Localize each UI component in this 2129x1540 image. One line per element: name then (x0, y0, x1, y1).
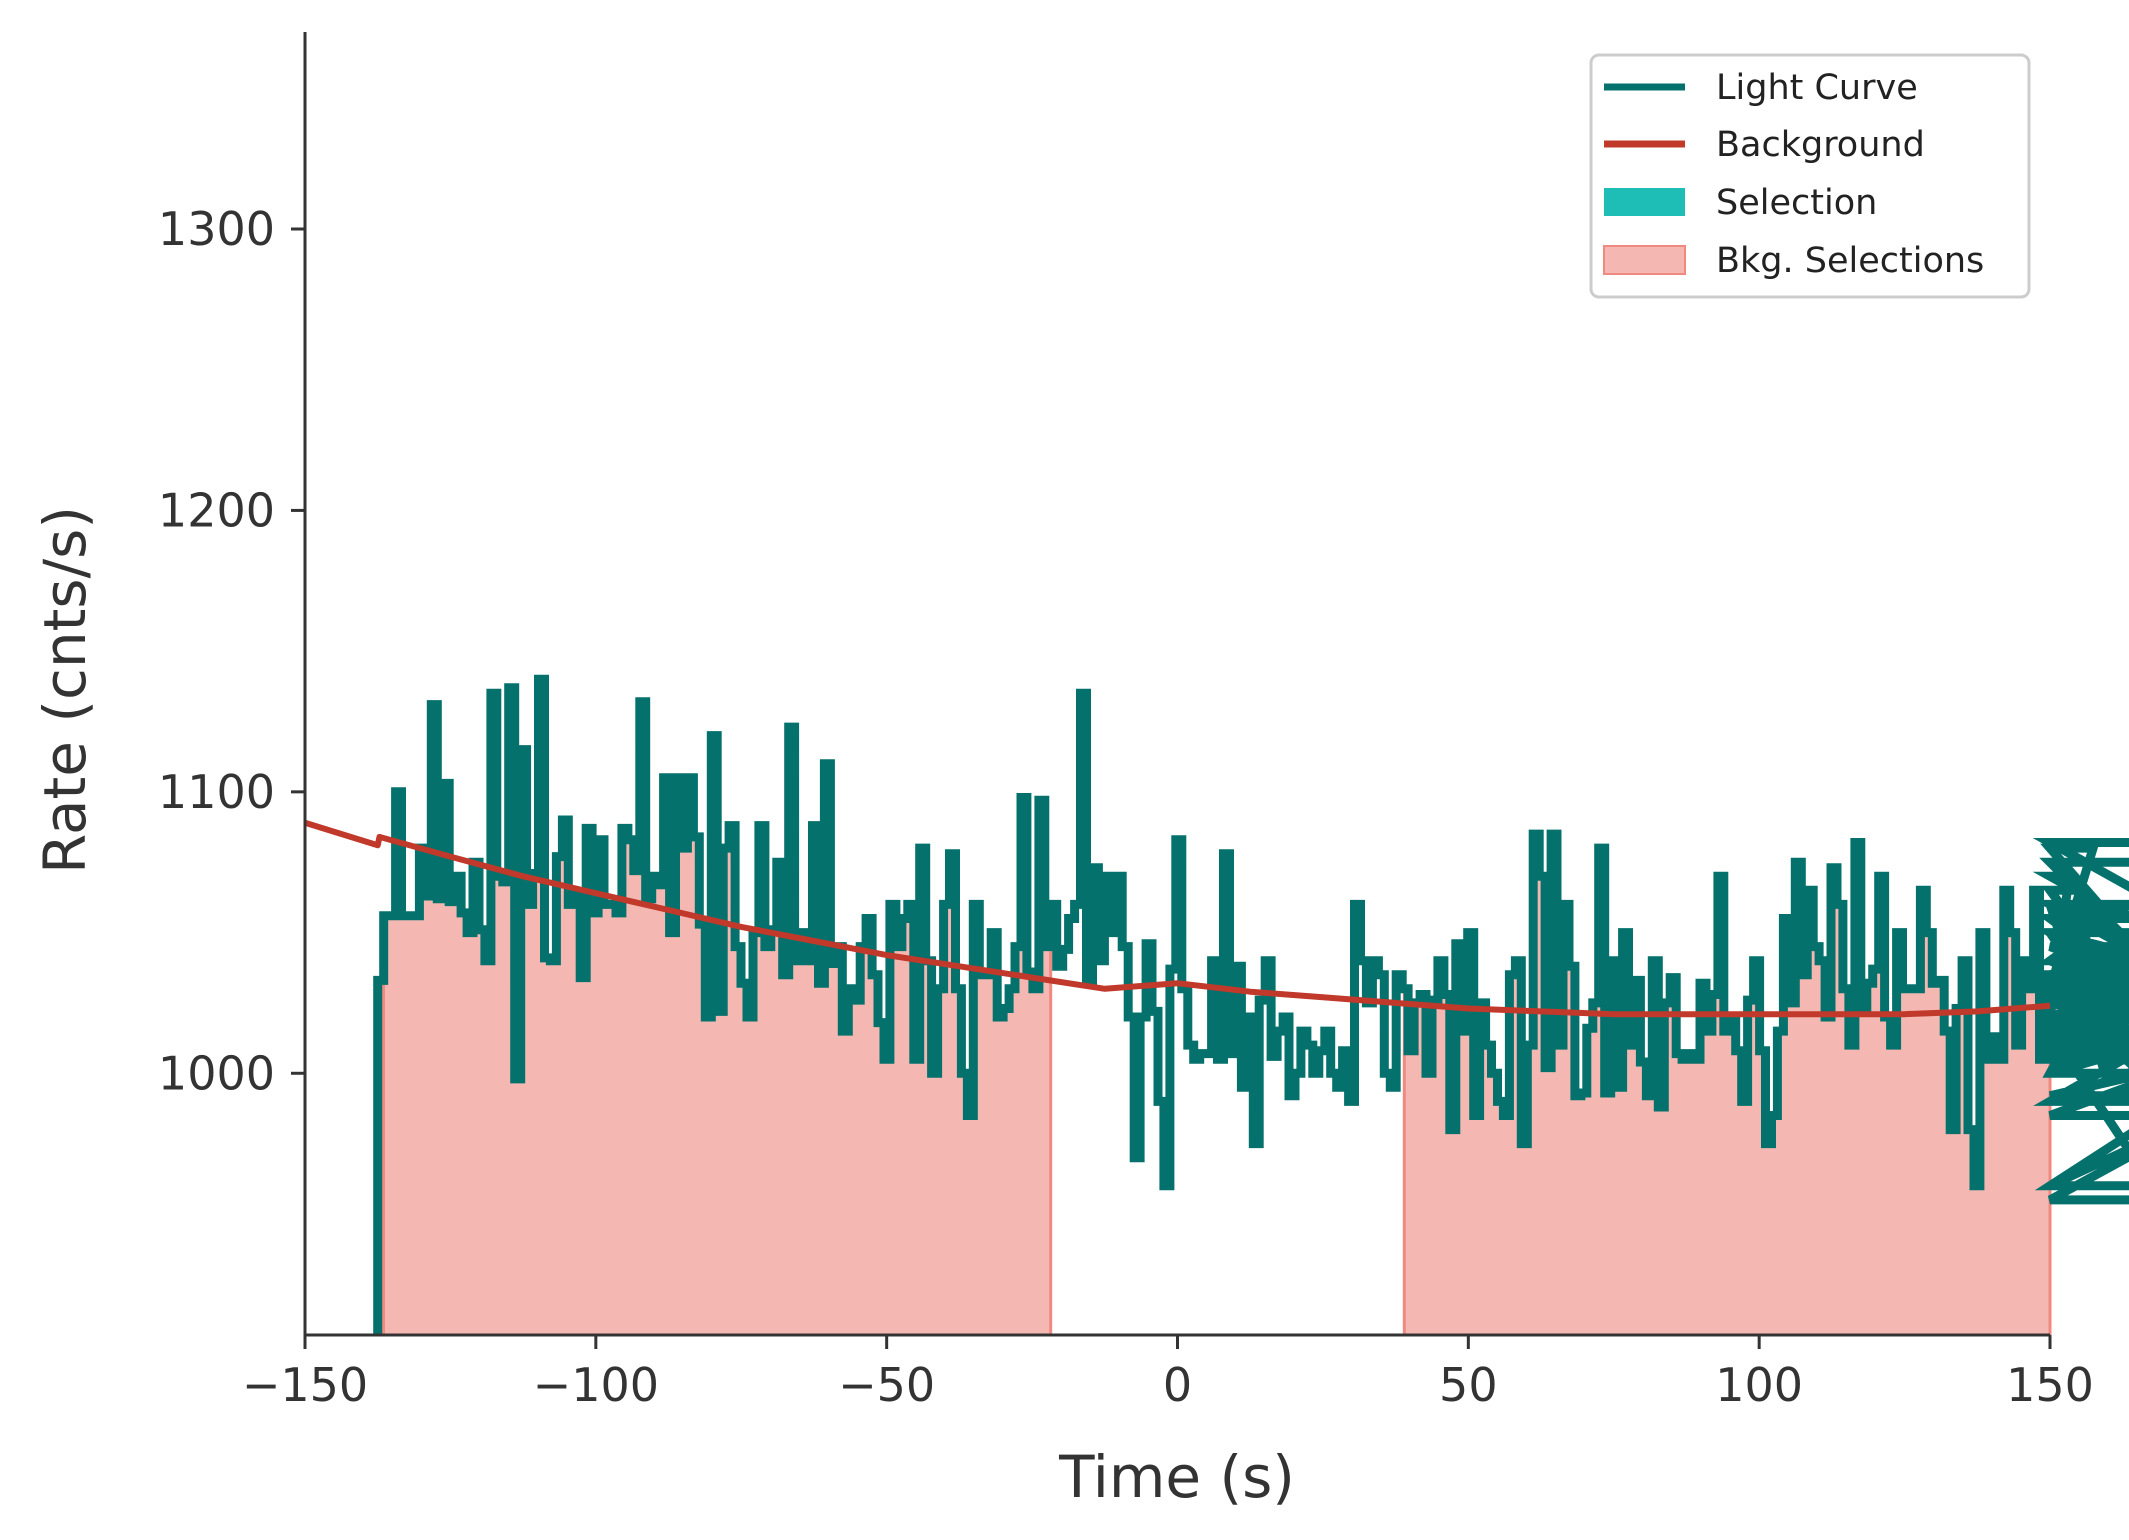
legend-entry-bkg-selections: Bkg. Selections (1716, 241, 1984, 281)
y-axis-label: Rate (cnts/s) (31, 506, 99, 874)
legend-frame (1589, 53, 2031, 299)
legend-entry-background: Background (1716, 125, 1925, 165)
y-tick-label: 1300 (158, 202, 275, 256)
y-tick-label: 1200 (158, 483, 275, 537)
x-axis-label: Time (s) (1058, 1443, 1295, 1511)
x-tick-label: 0 (1163, 1358, 1192, 1412)
y-tick-label: 1000 (158, 1046, 275, 1100)
legend-swatch-bkg-selections (1603, 245, 1686, 275)
x-tick-label: −50 (838, 1358, 935, 1412)
y-tick-label: 1100 (158, 765, 275, 819)
x-tick-label: 50 (1439, 1358, 1498, 1412)
light-curve-line (373, 674, 2129, 1335)
x-tick-label: −150 (242, 1358, 368, 1412)
legend: Light Curve Background Selection Bkg. Se… (1589, 53, 2031, 299)
background-line (304, 819, 2051, 1018)
tick-marks: −150 −100 −50 0 50 100 150 1000 1100 1200 1300 (158, 202, 2094, 1412)
x-tick-label: −100 (533, 1358, 659, 1412)
light-curve-series (373, 674, 2129, 1335)
legend-entry-light-curve: Light Curve (1716, 68, 1918, 108)
background-series (304, 819, 2051, 1018)
legend-entry-selection: Selection (1716, 183, 1877, 223)
x-tick-label: 100 (1715, 1358, 1803, 1412)
x-tick-label: 150 (2006, 1358, 2094, 1412)
legend-swatch-selection (1604, 188, 1685, 216)
